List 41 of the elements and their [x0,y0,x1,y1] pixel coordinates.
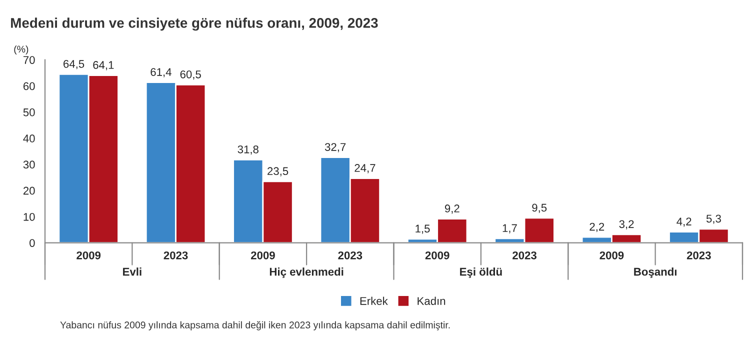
data-label: 9,2 [444,204,460,214]
data-label: 64,1 [93,61,114,70]
data-label: 23,5 [268,167,288,176]
data-label: 4,2 [676,218,692,227]
data-label: 31,8 [238,145,258,155]
y-tick-label: 70 [23,56,35,64]
y-tick-label: 40 [23,134,35,142]
y-tick-label: 60 [23,82,35,90]
text: Yabancı nüfus 2009 yılında kapsama dahil değil iken 2023 yılında kapsama dahil edilmiştir. [60,321,450,330]
data-label: 9,5 [532,204,547,213]
text: Hiç evlenmedi [270,268,344,278]
y-axis-title: (%) [14,45,28,55]
y-tick-label: 0 [30,239,35,247]
data-label: 60,5 [180,70,201,80]
x-tick-label: 2009 [425,251,450,260]
data-label: 1,7 [502,224,517,234]
text: Boşandı [634,268,676,278]
y-tick-label: 10 [24,212,35,221]
text: Eşi öldü [460,268,502,278]
text: Evli [123,268,142,276]
x-tick-label: 2023 [512,251,536,260]
y-tick-label: 30 [23,160,35,169]
chart-title: Medeni durum ve cinsiyete göre nüfus oranı, 2009, 2023 [11,18,378,31]
data-label: 32,7 [324,143,346,152]
x-tick-label: 2009 [76,251,101,260]
x-tick-label: 2009 [600,251,624,260]
data-label: 3,2 [619,220,634,230]
x-tick-label: 2009 [250,251,275,260]
y-tick-label: 50 [23,108,35,116]
x-tick-label: 2023 [164,251,188,260]
data-label: 61,4 [150,68,172,78]
data-label: 2,2 [590,222,604,232]
x-tick-label: 2023 [338,251,362,260]
x-tick-label: 2023 [686,251,711,260]
legend-label: Erkek [360,296,388,305]
legend-label: Kadın [418,296,446,305]
data-label: 1,5 [416,224,430,234]
data-label: 5,3 [706,214,721,224]
y-tick-label: 20 [23,186,35,195]
data-label: 64,5 [64,60,84,70]
data-label: 24,7 [354,164,376,174]
